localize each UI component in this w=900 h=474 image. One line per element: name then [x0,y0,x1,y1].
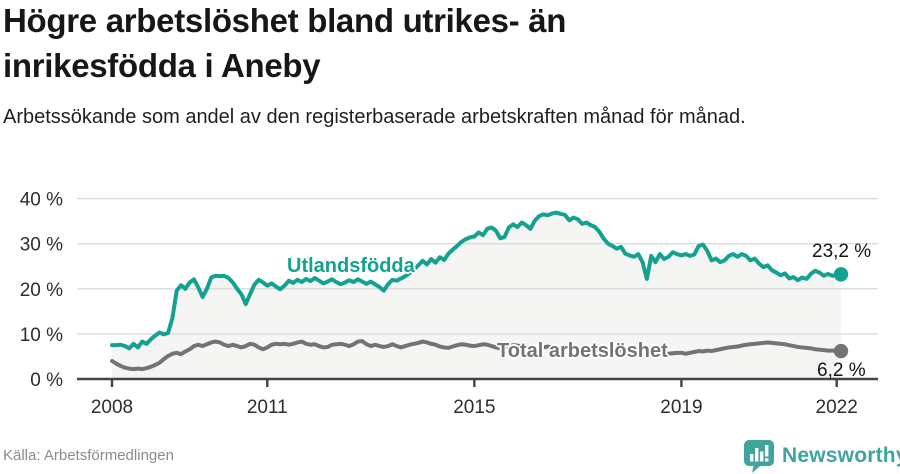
series-line-total [110,339,843,372]
end-value-label-utlandsfodda: 23,2 % [812,241,872,262]
series-line-utlandsfodda [110,210,843,351]
chart-subtitle: Arbetssökande som andel av den registerb… [3,106,746,128]
title-line-1: Högre arbetslöshet bland utrikes- än [3,2,567,39]
source-attribution: Källa: Arbetsförmedlingen [3,447,174,464]
y-tick-label: 0 % [30,370,63,391]
x-tick-label: 2019 [660,397,702,418]
area-fill [112,212,841,379]
series-label-utlandsfodda: Utlandsfödda [287,255,415,277]
newsworthy-badge-icon [744,440,774,473]
x-tick-label: 2011 [247,397,288,418]
y-tick-label: 30 % [20,235,63,256]
title-line-2: inrikesfödda i Aneby [3,47,321,84]
series-end-dot-total [833,343,849,359]
end-value-label-total: 6,2 % [817,360,866,381]
x-tick-label: 2015 [453,397,495,418]
y-tick-label: 40 % [20,190,63,211]
y-tick-label: 10 % [20,325,63,346]
series-label-total-arbetsloshet: Total arbetslöshet [497,340,668,362]
series-end-dot-utlandsfodda [833,267,849,282]
y-tick-label: 20 % [20,280,63,301]
newsworthy-wordmark: Newsworthy [782,443,900,467]
x-tick-label: 2008 [91,397,133,418]
newsworthy-logo: Newsworthy [741,438,900,473]
page-title: Högre arbetslöshet bland utrikes- än inr… [3,0,763,88]
x-tick-label: 2022 [816,397,858,418]
